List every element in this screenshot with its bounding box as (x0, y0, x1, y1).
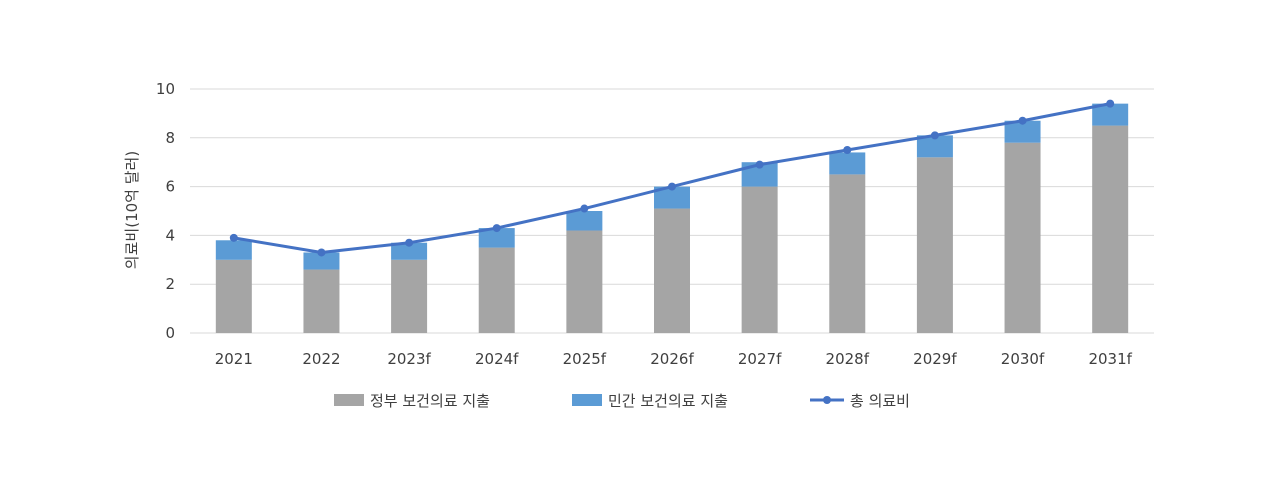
total-point (492, 224, 501, 233)
bar-government (303, 269, 340, 333)
total-line-layer (229, 99, 1115, 257)
x-tick-label: 2025f (563, 350, 607, 368)
legend-item-government: 정부 보건의료 지출 (334, 392, 490, 410)
bar-government (1092, 125, 1129, 333)
y-tick-label: 0 (165, 324, 175, 342)
legend-label: 정부 보건의료 지출 (370, 392, 490, 410)
y-tick-label: 4 (165, 226, 175, 244)
total-point (317, 248, 326, 257)
legend-label: 민간 보건의료 지출 (608, 392, 728, 410)
bar-private (303, 252, 340, 270)
legend-swatch (572, 394, 602, 406)
legend-item-private: 민간 보건의료 지출 (572, 392, 728, 410)
bar-government (478, 247, 515, 333)
y-tick-label: 6 (165, 178, 175, 196)
bar-government (215, 259, 252, 333)
bar-government (1004, 142, 1041, 333)
bar-private (1004, 120, 1041, 143)
x-tick-label: 2022 (302, 350, 340, 368)
bar-private (916, 135, 953, 158)
y-tick-label: 2 (165, 275, 175, 293)
total-point (930, 131, 939, 140)
bar-private (1092, 103, 1129, 126)
bar-private (654, 186, 690, 209)
total-point (580, 204, 589, 213)
legend-item-total: 총 의료비 (810, 392, 910, 410)
total-point (405, 238, 414, 247)
legend-label: 총 의료비 (850, 392, 910, 410)
x-tick-label: 2026f (650, 350, 694, 368)
bar-government (566, 230, 603, 333)
legend-swatch (334, 394, 364, 406)
bar-layer (215, 103, 1129, 333)
y-axis-title: 의료비(10억 달러) (123, 151, 141, 269)
legend-swatch-marker (823, 396, 831, 404)
bar-government (916, 157, 953, 333)
bar-government (391, 259, 428, 333)
x-tick-label: 2030f (1001, 350, 1045, 368)
x-tick-label: 2024f (475, 350, 519, 368)
bar-government (829, 174, 866, 333)
total-point (1106, 99, 1115, 108)
bar-private (566, 211, 603, 231)
total-point (755, 160, 764, 169)
total-point (668, 182, 676, 191)
y-tick-label: 8 (165, 129, 175, 147)
bar-government (654, 208, 690, 333)
x-tick-label: 2023f (387, 350, 431, 368)
bar-private (478, 228, 515, 248)
x-tick-label: 2029f (913, 350, 957, 368)
total-point (229, 233, 238, 242)
y-tick-label: 10 (156, 80, 175, 98)
total-point (843, 146, 852, 154)
bar-private (391, 242, 428, 260)
legend: 정부 보건의료 지출 민간 보건의료 지출 총 의료비 (334, 392, 910, 410)
x-tick-label: 2031f (1088, 350, 1132, 368)
bar-private (215, 240, 252, 260)
x-tick-label: 2021 (215, 350, 253, 368)
total-point (1018, 116, 1027, 125)
bar-government (741, 186, 778, 333)
x-tick-label: 2028f (826, 350, 870, 368)
bar-private (829, 152, 866, 175)
y-axis-ticks: 0 2 4 6 8 10 (156, 80, 175, 342)
x-tick-label: 2027f (738, 350, 782, 368)
x-axis-ticks: 2021 2022 2023f 2024f 2025f 2026f 2027f 2028f 20… (215, 350, 1133, 368)
